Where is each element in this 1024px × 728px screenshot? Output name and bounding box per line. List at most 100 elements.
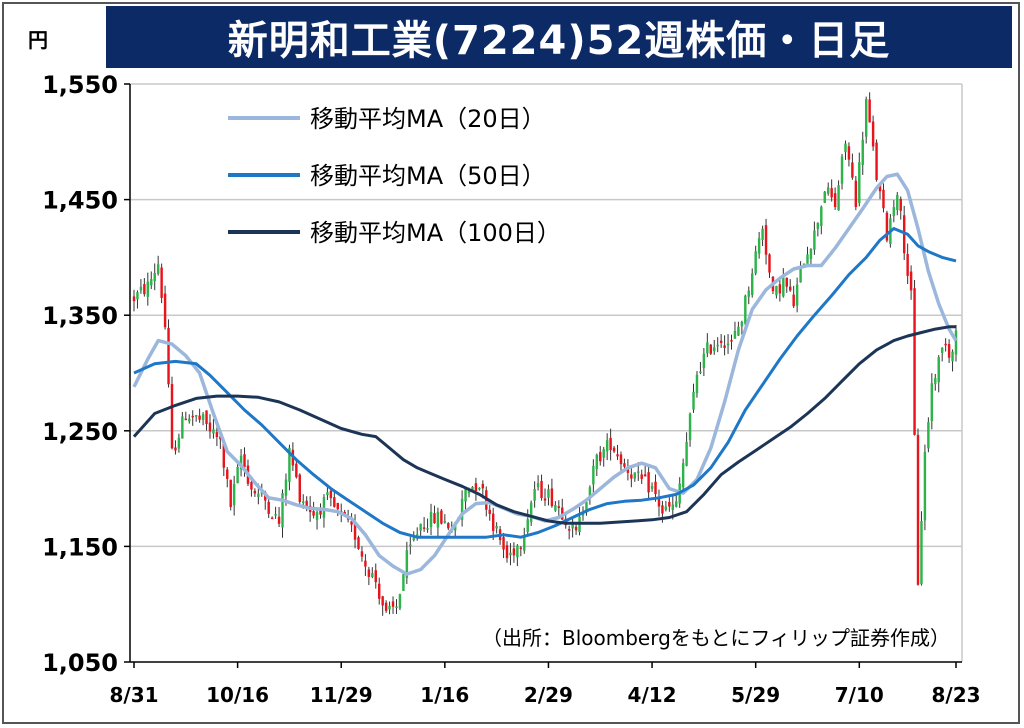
candle-148 [643,464,647,477]
grid-lines [130,83,963,662]
candle-85 [426,518,429,533]
candle-133 [592,459,595,494]
candle-15 [184,411,188,421]
candle-174 [733,321,737,339]
candle-5 [150,271,153,290]
x-tick-label-180: 5/29 [731,683,780,707]
candle-201 [826,182,830,196]
y-tick-label-1450: 1,450 [42,187,118,215]
candle-186 [775,285,778,299]
candle-73 [384,600,388,613]
candle-167 [709,343,712,356]
candle-141 [619,451,623,471]
x-tick-label-0: 8/31 [109,683,158,707]
candle-193 [799,261,802,283]
candle-0 [132,289,136,312]
candle-76 [395,599,398,614]
candle-35 [253,488,257,497]
candle-63 [350,513,353,532]
candle-31 [239,449,243,477]
legend-item-2: 移動平均MA（100日） [228,219,561,247]
candle-89 [440,508,443,525]
candle-215 [875,139,878,182]
y-tick-label-1050: 1,050 [42,649,118,677]
candle-183 [764,218,768,265]
x-tick-label-150: 4/12 [628,683,677,707]
candle-228 [920,511,923,586]
candle-40 [270,516,274,520]
legend-item-1: 移動平均MA（50日） [228,162,546,190]
candle-140 [616,444,619,461]
candle-175 [737,321,740,337]
candle-64 [353,514,357,549]
candle-66 [360,546,364,562]
candle-78 [402,570,405,591]
candle-24 [215,425,219,447]
candle-198 [816,222,820,237]
candle-88 [436,507,440,537]
candle-12 [174,440,177,455]
ma-line-2 [132,325,956,525]
candle-150 [650,482,654,492]
x-tick-label-210: 7/10 [835,683,884,707]
candle-169 [716,337,719,353]
ma-line-0 [132,172,958,576]
candle-207 [847,142,851,167]
candle-20 [201,412,205,426]
candle-95 [460,490,464,527]
candle-103 [488,504,491,521]
candle-27 [226,467,229,488]
candle-154 [664,501,668,512]
candle-178 [747,286,750,305]
candle-192 [795,277,799,313]
candle-122 [554,501,557,512]
x-tick-label-90: 1/16 [420,683,469,707]
candle-34 [250,478,253,497]
candle-65 [357,535,360,550]
candle-152 [657,489,661,517]
candle-196 [809,248,813,265]
candle-180 [754,245,757,276]
ma-line-1 [133,227,957,539]
candle-138 [609,428,612,461]
candle-96 [464,486,467,510]
candle-112 [519,546,523,557]
candle-29 [232,475,236,516]
candle-202 [830,179,833,202]
candle-232 [934,373,937,391]
candle-11 [170,376,174,450]
candle-4 [146,272,150,306]
candle-191 [792,285,795,309]
candle-100 [478,487,481,491]
candle-19 [198,408,201,423]
candle-25 [219,435,222,449]
candle-30 [236,463,239,484]
candle-71 [378,577,381,605]
x-tick-label-60: 11/29 [310,683,373,707]
candle-179 [751,268,754,298]
candle-87 [433,505,436,524]
candle-111 [516,544,519,567]
candle-149 [647,465,650,501]
legend-item-0: 移動平均MA（20日） [228,105,546,133]
candle-144 [630,467,633,488]
candle-119 [543,488,547,506]
candle-127 [571,518,574,538]
candle-177 [744,294,747,330]
candle-14 [181,411,184,439]
axes: 1,050 1,150 1,250 1,350 1,450 1,550 8/31 10/16 1… [42,71,980,707]
moving-average-lines [132,172,958,576]
legend-label-0: 移動平均MA（20日） [310,105,546,133]
candle-210 [858,152,861,207]
candle-120 [547,484,550,506]
candle-218 [885,210,889,243]
candle-18 [194,414,198,422]
candle-145 [633,472,637,482]
candle-155 [668,497,671,512]
candle-121 [550,478,554,508]
candle-134 [595,453,599,477]
candle-227 [916,428,920,586]
candle-171 [723,335,726,356]
y-tick-label-1350: 1,350 [42,302,118,330]
candle-123 [557,500,561,517]
